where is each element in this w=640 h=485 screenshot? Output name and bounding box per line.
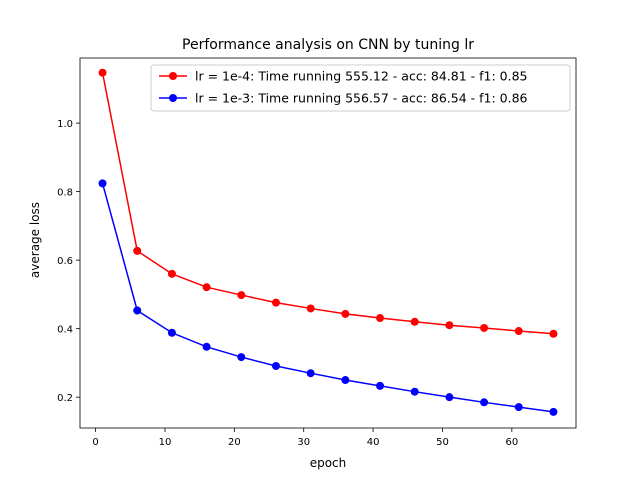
series-1-point xyxy=(514,327,523,336)
series-2-point xyxy=(549,407,558,416)
x-tick-label: 30 xyxy=(297,437,310,448)
series-2-point xyxy=(376,381,385,390)
y-axis-label: average loss xyxy=(28,202,42,278)
x-tick-label: 40 xyxy=(367,437,380,448)
series-1-point xyxy=(549,329,558,338)
series-2-point xyxy=(98,179,107,188)
y-tick-label: 1.0 xyxy=(57,119,73,130)
x-tick-label: 0 xyxy=(92,437,98,448)
legend-label-1: lr = 1e-4: Time running 555.12 - acc: 84… xyxy=(195,69,528,84)
legend-label-2: lr = 1e-3: Time running 556.57 - acc: 86… xyxy=(195,91,528,106)
series-2-point xyxy=(480,398,489,407)
series-2-point xyxy=(202,342,211,351)
series-2-point xyxy=(237,353,246,362)
legend: lr = 1e-4: Time running 555.12 - acc: 84… xyxy=(150,64,571,112)
legend-box xyxy=(150,64,571,112)
plot-area: 0 10 20 30 40 50 60 0.2 0.4 0.6 0.8 1.0 xyxy=(57,57,577,448)
series-1-point xyxy=(133,246,142,255)
series-2-point xyxy=(445,393,454,402)
axes-frame xyxy=(79,57,577,429)
series-1-point xyxy=(445,321,454,330)
legend-marker-2 xyxy=(169,94,177,102)
series-1-point xyxy=(237,291,246,300)
series-line-2 xyxy=(101,183,554,413)
x-axis-label: epoch xyxy=(310,456,347,470)
series-1-point xyxy=(376,314,385,323)
series-line-1 xyxy=(101,72,554,335)
series-2-point xyxy=(167,328,176,337)
series-1-point xyxy=(306,304,315,313)
series-1-point xyxy=(98,68,107,77)
x-tick-label: 20 xyxy=(228,437,241,448)
y-tick-label: 0.8 xyxy=(57,188,73,199)
series-2-point xyxy=(514,403,523,412)
x-tick-label: 10 xyxy=(159,437,172,448)
legend-marker-1 xyxy=(169,72,177,80)
series-1-point xyxy=(202,283,211,292)
series-2-point xyxy=(271,361,280,370)
x-tick-label: 60 xyxy=(505,437,518,448)
series-1-point xyxy=(480,323,489,332)
series-1-point xyxy=(410,317,419,326)
series-2-point xyxy=(410,387,419,396)
series-2-point xyxy=(306,369,315,378)
series-2-point xyxy=(341,376,350,385)
y-tick-label: 0.2 xyxy=(57,393,73,404)
y-tick-label: 0.6 xyxy=(57,256,73,267)
y-tick-label: 0.4 xyxy=(57,325,73,336)
series-1-point xyxy=(271,298,280,307)
series-1-point xyxy=(341,309,350,318)
series-2-point xyxy=(133,306,142,315)
x-tick-label: 50 xyxy=(436,437,449,448)
chart-title: Performance analysis on CNN by tuning lr xyxy=(182,37,474,53)
series-1-point xyxy=(167,269,176,278)
